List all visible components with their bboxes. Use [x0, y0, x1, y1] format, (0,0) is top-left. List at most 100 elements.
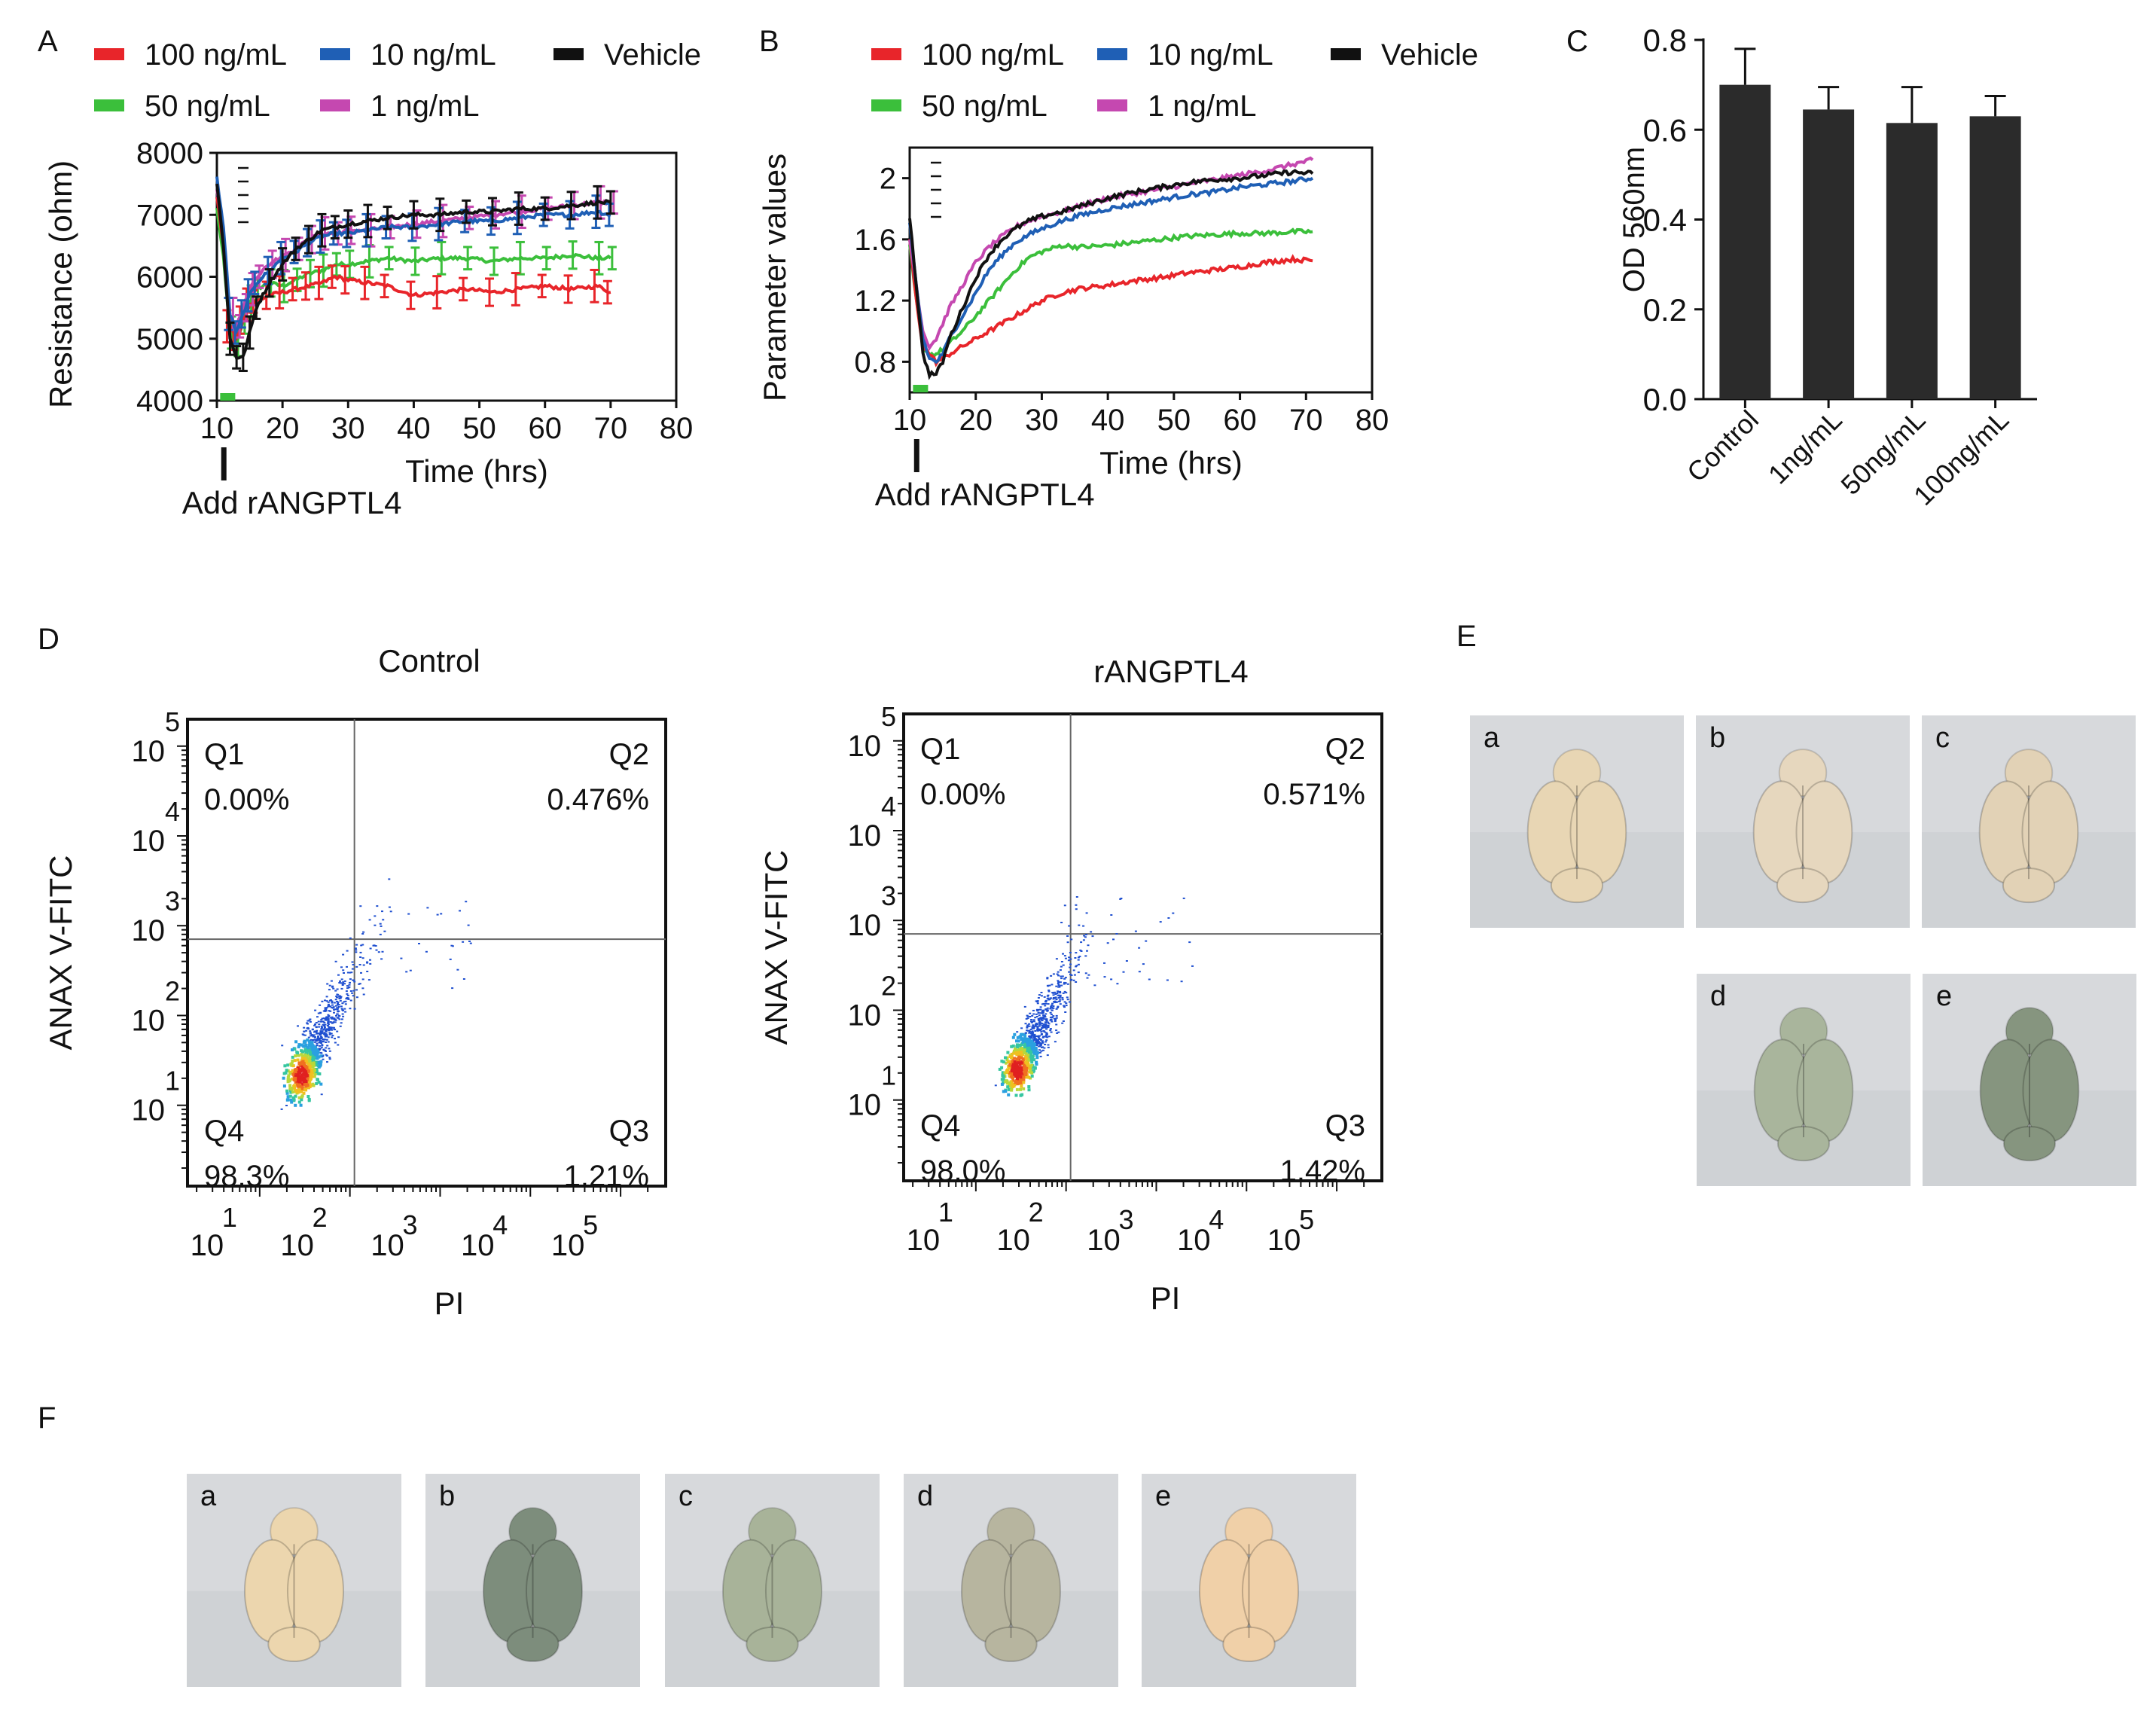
event-point — [1015, 1062, 1019, 1066]
event-point — [314, 1036, 316, 1038]
event-point — [333, 1028, 336, 1030]
event-point — [368, 919, 371, 921]
event-point — [325, 1054, 328, 1056]
event-point — [336, 1013, 339, 1015]
event-point — [1030, 1039, 1034, 1043]
event-point — [1082, 925, 1085, 927]
event-point — [1029, 1068, 1032, 1072]
event-point — [311, 1065, 315, 1069]
event-point — [298, 1071, 301, 1075]
event-point — [1057, 974, 1060, 977]
event-point — [313, 1030, 316, 1032]
event-point — [331, 1002, 334, 1004]
event-point — [1041, 1042, 1044, 1044]
event-point — [331, 1017, 334, 1020]
event-point — [462, 978, 465, 980]
event-point — [1038, 1020, 1041, 1023]
event-point — [334, 999, 337, 1001]
event-point — [1014, 1069, 1017, 1072]
event-point — [1040, 1031, 1043, 1033]
event-point — [327, 1019, 330, 1021]
event-point — [294, 1076, 297, 1080]
event-point — [1075, 965, 1078, 968]
x-tick-exponent: 1 — [938, 1197, 953, 1228]
event-point — [1070, 938, 1073, 941]
event-point — [1026, 1042, 1029, 1045]
brain-cerebellum — [506, 1626, 560, 1663]
event-point — [323, 1026, 326, 1029]
event-point — [1020, 1032, 1023, 1036]
event-point — [301, 1044, 305, 1048]
event-point — [1017, 1048, 1021, 1051]
event-point — [322, 1058, 325, 1060]
event-point — [1021, 1041, 1025, 1044]
event-point — [1044, 1018, 1047, 1020]
event-point — [343, 983, 346, 985]
event-point — [289, 1098, 293, 1102]
y-tick-exponent: 4 — [165, 796, 180, 827]
y-axis-label: ANAX V-FITC — [43, 855, 78, 1050]
panel-label-c: C — [1566, 25, 1588, 58]
event-point — [1010, 1055, 1014, 1059]
event-point — [400, 957, 403, 959]
event-point — [334, 1042, 337, 1044]
panel-label-d: D — [38, 623, 59, 656]
event-point — [366, 971, 369, 972]
event-point — [1054, 1000, 1057, 1002]
event-point — [369, 962, 372, 965]
event-point — [304, 1067, 307, 1071]
quadrant-percent-Q2: 0.571% — [1263, 778, 1365, 811]
panel-e-brain-photos: a b c d e — [1470, 715, 2136, 1186]
legend-swatch — [1331, 48, 1361, 60]
event-point — [291, 1059, 294, 1063]
event-point — [1023, 1069, 1026, 1073]
event-point — [425, 950, 428, 953]
event-point — [1059, 994, 1062, 996]
event-point — [351, 992, 354, 994]
event-point — [340, 966, 343, 968]
event-point — [335, 996, 338, 998]
event-point — [1021, 1032, 1025, 1036]
event-point — [1040, 1050, 1043, 1052]
event-point — [1052, 997, 1055, 999]
event-point — [1030, 1041, 1034, 1045]
event-point — [355, 944, 358, 946]
event-point — [327, 1018, 330, 1020]
event-point — [1059, 990, 1062, 993]
event-point — [284, 1071, 288, 1075]
event-point — [1033, 1048, 1037, 1051]
y-tick-exponent: 3 — [165, 886, 180, 916]
event-point — [1039, 1006, 1042, 1008]
event-point — [332, 987, 335, 990]
event-point — [1047, 1026, 1050, 1028]
event-point — [1057, 983, 1060, 984]
event-point — [1047, 1025, 1050, 1026]
event-point — [347, 998, 350, 1000]
event-point — [1051, 1007, 1054, 1009]
brain-cerebellum — [1776, 1126, 1831, 1162]
event-point — [1026, 1029, 1029, 1032]
event-point — [373, 944, 376, 947]
event-point — [1020, 1051, 1023, 1054]
panel-label-f: F — [38, 1401, 56, 1435]
event-point — [306, 1023, 310, 1025]
event-point — [1069, 963, 1072, 965]
event-point — [1028, 1029, 1031, 1032]
event-point — [337, 1004, 340, 1006]
event-point — [1035, 1035, 1038, 1037]
event-point — [329, 1005, 332, 1008]
event-point — [1023, 1066, 1026, 1070]
event-point — [1070, 978, 1073, 981]
event-point — [1020, 1061, 1023, 1065]
event-point — [286, 1095, 290, 1099]
event-point — [361, 987, 364, 990]
event-point — [323, 1021, 326, 1023]
series-line-10 ng/mL — [908, 176, 1314, 364]
x-tick-base: 10 — [1267, 1224, 1301, 1257]
event-point — [1041, 1041, 1044, 1043]
event-point — [1026, 1014, 1029, 1017]
event-point — [322, 1020, 325, 1023]
event-point — [1031, 1026, 1034, 1028]
x-tick-base: 10 — [1177, 1224, 1211, 1257]
event-point — [1010, 1069, 1014, 1072]
